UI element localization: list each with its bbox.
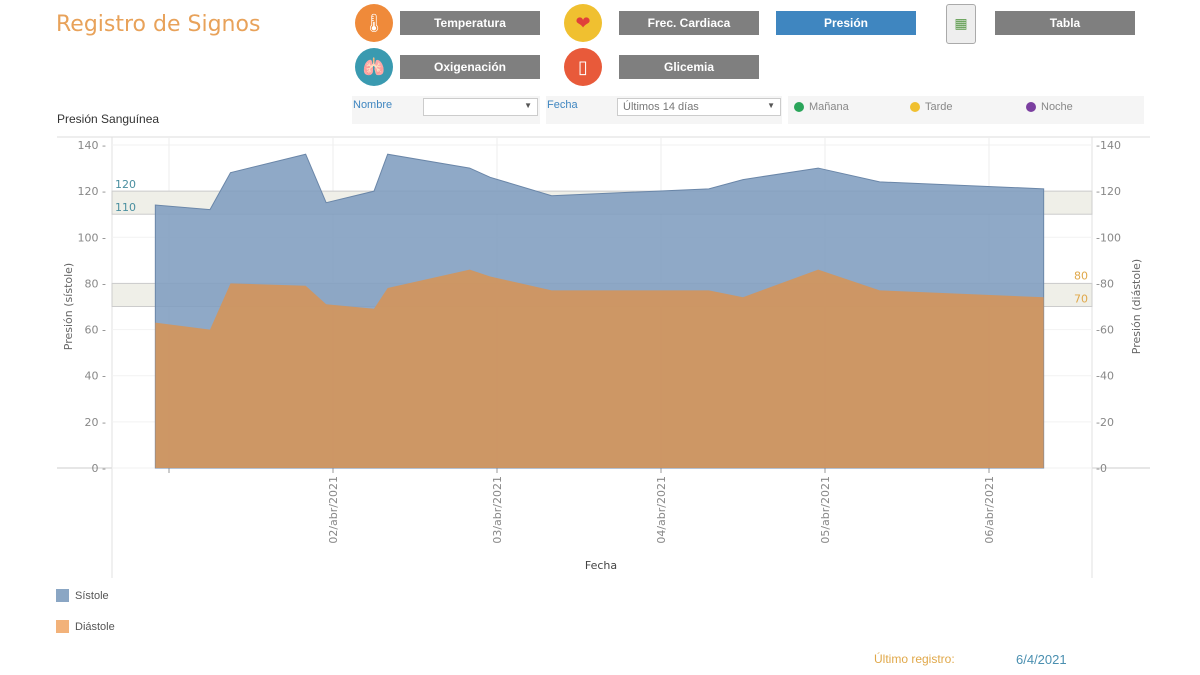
nav-presion-button[interactable]: Presión bbox=[776, 11, 916, 35]
legend-diastole: Diástole bbox=[56, 620, 115, 633]
legend-swatch bbox=[56, 589, 69, 602]
last-record-value: 6/4/2021 bbox=[1016, 652, 1067, 667]
fecha-value: Últimos 14 días bbox=[623, 101, 699, 113]
shift-label: Noche bbox=[1041, 101, 1073, 113]
legend-label: Sístole bbox=[75, 589, 109, 602]
heart-icon[interactable]: ❤ bbox=[564, 4, 602, 42]
shift-manana[interactable]: Mañana bbox=[794, 101, 849, 113]
x-tick-label: 05/abr/2021 bbox=[819, 476, 832, 544]
y-tick-right: -60 bbox=[1096, 324, 1114, 337]
reference-band bbox=[111, 282, 1093, 307]
y-tick-left: 140 - bbox=[78, 139, 106, 152]
ref-label: 80 bbox=[1074, 269, 1088, 282]
chart-subtitle: Presión Sanguínea bbox=[57, 112, 160, 126]
x-axis-label: Fecha bbox=[585, 559, 617, 572]
ref-label: 70 bbox=[1074, 293, 1088, 306]
x-tick-label: 02/abr/2021 bbox=[327, 476, 340, 544]
nav-oxigenacion-button[interactable]: Oxigenación bbox=[400, 55, 540, 79]
legend-sistole: Sístole bbox=[56, 589, 109, 602]
chevron-down-icon: ▼ bbox=[767, 101, 775, 110]
chevron-down-icon: ▼ bbox=[524, 101, 532, 110]
y-tick-left: 0 - bbox=[92, 462, 106, 475]
shift-noche[interactable]: Noche bbox=[1026, 101, 1073, 113]
shift-legend bbox=[788, 96, 1144, 124]
moon-icon bbox=[1026, 102, 1036, 112]
legend-swatch bbox=[56, 620, 69, 633]
fecha-label: Fecha bbox=[547, 99, 578, 111]
area-sistole bbox=[154, 153, 1045, 469]
nav-temperatura-button[interactable]: Temperatura bbox=[400, 11, 540, 35]
legend-label: Diástole bbox=[75, 620, 115, 633]
fecha-select[interactable]: Últimos 14 días ▼ bbox=[617, 98, 781, 116]
area-diastole bbox=[155, 269, 1044, 468]
y-tick-right: -40 bbox=[1096, 370, 1114, 383]
y-tick-right: -80 bbox=[1096, 277, 1114, 290]
y-tick-left: 120 - bbox=[78, 185, 106, 198]
sun-rise-icon bbox=[794, 102, 804, 112]
x-tick-label: 03/abr/2021 bbox=[491, 476, 504, 544]
y-tick-left: 100 - bbox=[78, 231, 106, 244]
nav-tabla-button[interactable]: Tabla bbox=[995, 11, 1135, 35]
x-tick-label: 06/abr/2021 bbox=[983, 476, 996, 544]
y-tick-right: -140 bbox=[1096, 139, 1121, 152]
nombre-label: Nombre bbox=[353, 99, 393, 111]
x-tick-label: 04/abr/2021 bbox=[655, 476, 668, 544]
dashboard-title: Registro de Signos bbox=[56, 12, 261, 37]
ref-label: 120 bbox=[115, 178, 136, 191]
y-axis-label-left: Presión (sístole) bbox=[62, 263, 75, 350]
spreadsheet-icon[interactable]: ▦ bbox=[946, 4, 976, 44]
y-tick-left: 20 - bbox=[85, 416, 106, 429]
y-tick-left: 40 - bbox=[85, 370, 106, 383]
reference-band bbox=[111, 190, 1093, 215]
lungs-icon[interactable]: 🫁 bbox=[355, 48, 393, 86]
shift-label: Tarde bbox=[925, 101, 953, 113]
sun-icon bbox=[910, 102, 920, 112]
y-tick-right: -100 bbox=[1096, 231, 1121, 244]
glucometer-icon[interactable]: ▯ bbox=[564, 48, 602, 86]
y-axis-label-right: Presión (diástole) bbox=[1130, 259, 1143, 354]
thermometer-icon[interactable]: 🌡 bbox=[355, 4, 393, 42]
last-record-label: Último registro: bbox=[874, 652, 955, 666]
nav-glicemia-button[interactable]: Glicemia bbox=[619, 55, 759, 79]
y-tick-right: -0 bbox=[1096, 462, 1107, 475]
y-tick-left: 60 - bbox=[85, 324, 106, 337]
shift-tarde[interactable]: Tarde bbox=[910, 101, 953, 113]
nombre-select[interactable]: ▼ bbox=[423, 98, 538, 116]
y-tick-left: 80 - bbox=[85, 277, 106, 290]
shift-label: Mañana bbox=[809, 101, 849, 113]
y-tick-right: -120 bbox=[1096, 185, 1121, 198]
ref-label: 110 bbox=[115, 201, 136, 214]
nav-frec-cardiaca-button[interactable]: Frec. Cardiaca bbox=[619, 11, 759, 35]
y-tick-right: -20 bbox=[1096, 416, 1114, 429]
